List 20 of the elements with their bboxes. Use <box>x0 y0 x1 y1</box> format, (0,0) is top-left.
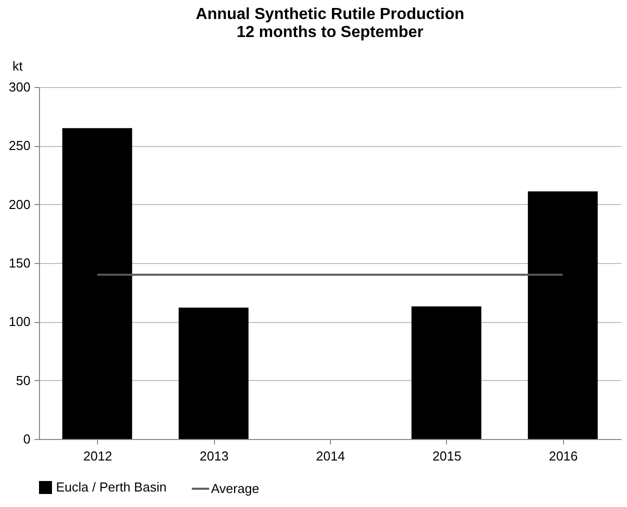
x-tick-label: 2015 <box>432 448 462 464</box>
legend-label: Average <box>211 480 260 496</box>
y-tick-label: 300 <box>8 80 30 94</box>
y-tick-label: 100 <box>8 314 30 330</box>
y-tick-label: 250 <box>8 138 30 154</box>
y-tick-label: 0 <box>23 432 30 446</box>
x-tick-label: 2013 <box>200 448 229 464</box>
y-tick-label: 200 <box>8 196 30 212</box>
bar <box>62 128 132 439</box>
y-axis-title: kt <box>12 58 23 74</box>
x-tick-label: 2012 <box>83 448 112 464</box>
legend-label: Eucla / Perth Basin <box>56 480 167 495</box>
x-tick-label: 2014 <box>316 448 345 464</box>
x-tick-label: 2016 <box>548 448 578 464</box>
chart-title: Annual Synthetic Rutile Production 12 months to September <box>196 6 464 41</box>
bar <box>411 306 482 439</box>
bar <box>178 308 249 439</box>
y-tick-label: 150 <box>8 256 30 270</box>
bar <box>528 191 598 439</box>
y-tick-label: 50 <box>16 372 30 388</box>
